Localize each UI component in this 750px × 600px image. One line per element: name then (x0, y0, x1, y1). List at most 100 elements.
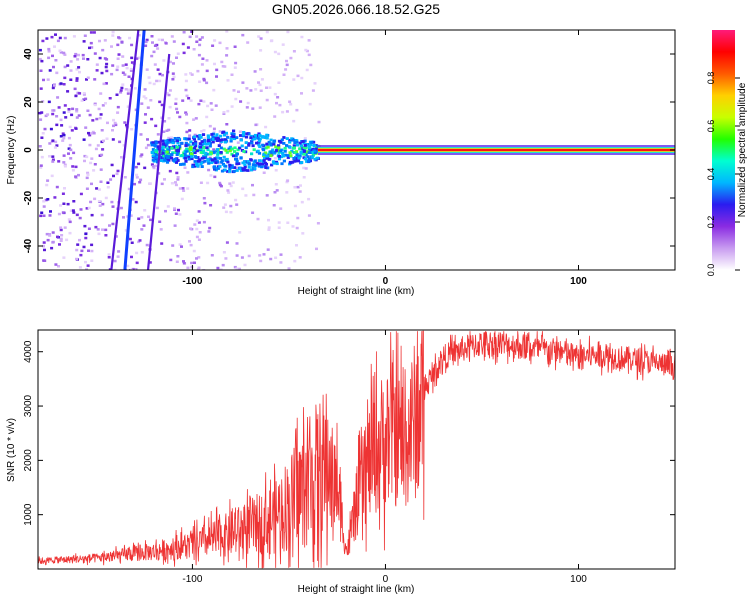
heatmap-cell (183, 157, 187, 160)
heatmap-cell (62, 133, 66, 137)
heatmap-cell (207, 168, 211, 172)
heatmap-cell (300, 76, 304, 80)
heatmap-cell (170, 182, 174, 185)
heatmap-cell (160, 146, 164, 150)
heatmap-cell (51, 160, 55, 163)
heatmap-cell (197, 221, 201, 224)
heatmap-cell (202, 197, 206, 200)
heatmap-cell (151, 165, 155, 168)
heatmap-cell (45, 37, 49, 40)
heatmap-cell (77, 173, 80, 177)
heatmap-cell (140, 228, 144, 231)
heatmap-cell (197, 256, 201, 259)
heatmap-cell (176, 141, 180, 145)
heatmap-cell (264, 166, 268, 169)
heatmap-cell (305, 49, 309, 53)
heatmap-cell (129, 69, 133, 72)
heatmap-cell (240, 256, 244, 259)
heatmap-cell (120, 86, 124, 90)
heatmap-cell (189, 243, 193, 247)
heatmap-cell (244, 150, 248, 154)
heatmap-cell (71, 209, 75, 212)
heatmap-cell (75, 248, 79, 252)
heatmap-cell (195, 40, 199, 43)
heatmap-cell (170, 136, 173, 139)
heatmap-cell (246, 169, 250, 172)
heatmap-cell (51, 112, 55, 116)
heatmap-cell (238, 130, 242, 133)
heatmap-cell (277, 155, 281, 158)
heatmap-cell (90, 46, 94, 49)
heatmap-cell (107, 256, 111, 259)
heatmap-cell (186, 187, 190, 190)
heatmap-cell (265, 136, 269, 140)
heatmap-cell (100, 129, 104, 132)
heatmap-cell (221, 162, 225, 166)
heatmap-cell (113, 121, 117, 125)
heatmap-cell (121, 71, 125, 74)
heatmap-cell (185, 130, 189, 134)
heatmap-cell (197, 137, 201, 141)
heatmap-cell (78, 266, 82, 269)
heatmap-cell (85, 78, 88, 81)
heatmap-cell (214, 137, 218, 140)
heatmap-cell (233, 137, 237, 141)
heatmap-cell (223, 168, 227, 172)
heatmap-cell (226, 136, 230, 139)
heatmap-cell (175, 56, 178, 59)
heatmap-cell (288, 138, 292, 142)
heatmap-cell (110, 200, 114, 204)
heatmap-cell (182, 262, 186, 265)
heatmap-cell (161, 139, 165, 143)
y-tick-label: 1000 (23, 503, 34, 526)
heatmap-cell (222, 251, 226, 254)
heatmap-cell (100, 213, 104, 217)
heatmap-cell (186, 266, 190, 270)
heatmap-cell (38, 48, 42, 52)
heatmap-cell (280, 138, 284, 142)
heatmap-cell (71, 165, 75, 168)
heatmap-cell (225, 123, 229, 126)
heatmap-cell (261, 143, 265, 147)
heatmap-cell (55, 185, 59, 189)
heatmap-cell (220, 60, 224, 64)
heatmap-cell (48, 234, 52, 237)
heatmap-cell (217, 144, 221, 147)
heatmap-cell (265, 30, 269, 34)
heatmap-cell (106, 121, 109, 125)
heatmap-cell (166, 152, 170, 155)
heatmap-cell (174, 102, 178, 105)
heatmap-cell (150, 163, 154, 166)
heatmap-cell (184, 73, 188, 76)
heatmap-cell (274, 183, 278, 186)
heatmap-cell (216, 153, 220, 156)
heatmap-cell (146, 106, 150, 109)
heatmap-cell (198, 231, 202, 234)
heatmap-cell (277, 146, 281, 150)
heatmap-cell (84, 97, 88, 101)
heatmap-cell (84, 236, 88, 240)
heatmap-cell (50, 35, 54, 39)
heatmap-cell (116, 255, 120, 258)
heatmap-cell (188, 134, 192, 137)
heatmap-cell (202, 146, 206, 149)
heatmap-cell (230, 152, 234, 156)
heatmap-cell (207, 230, 211, 233)
heatmap-cell (58, 49, 62, 52)
heatmap-cell (258, 139, 262, 143)
heatmap-cell (47, 47, 51, 51)
heatmap-cell (106, 186, 110, 189)
heatmap-cell (225, 157, 229, 161)
heatmap-cell (166, 138, 170, 142)
heatmap-cell (285, 63, 289, 67)
heatmap-cell (257, 162, 262, 166)
heatmap-cell (82, 92, 86, 95)
heatmap-cell (46, 179, 50, 182)
heatmap-cell (80, 99, 84, 102)
heatmap-cell (156, 68, 160, 71)
heatmap-cell (244, 135, 249, 139)
heatmap-cell (130, 241, 134, 244)
heatmap-cell (85, 207, 89, 210)
heatmap-cell (84, 126, 88, 129)
heatmap-cell (87, 227, 91, 230)
